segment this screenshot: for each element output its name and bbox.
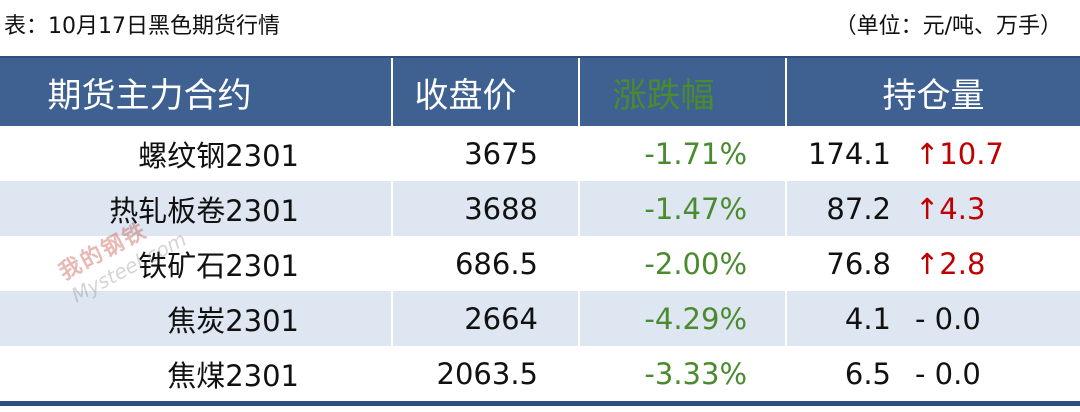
caption-title: 表：10月17日黑色期货行情	[4, 14, 280, 39]
header-cell: 涨跌幅	[580, 58, 787, 126]
holding: 4.1	[844, 301, 891, 336]
holding-change: ↑10.7	[915, 136, 1004, 171]
header-row: 期货主力合约 收盘价 涨跌幅 持仓量	[0, 58, 1080, 126]
holding-change: ↑4.3	[915, 191, 986, 226]
holding-cell: 76.8 ↑2.8	[787, 236, 1080, 291]
table-row: 焦炭2301 2664 -4.29% 4.1 - 0.0	[0, 291, 1080, 346]
table-cell: 3688	[393, 181, 580, 236]
holding-change: ↑2.8	[915, 246, 986, 281]
holding: 6.5	[844, 356, 891, 391]
table-row: 热轧板卷2301 3688 -1.47% 87.2 ↑4.3	[0, 181, 1080, 236]
table-cell: 686.5	[393, 236, 580, 291]
holding: 76.8	[826, 246, 891, 281]
table-cell: 焦煤2301	[0, 346, 393, 401]
holding-cell: 87.2 ↑4.3	[787, 181, 1080, 236]
table: 期货主力合约 收盘价 涨跌幅 持仓量螺纹钢2301 3675 -1.71% 174.1 ↑10…	[0, 56, 1080, 406]
header-cell: 收盘价	[393, 58, 580, 126]
table-cell: -3.33%	[580, 346, 787, 401]
table-cell: 热轧板卷2301	[0, 181, 393, 236]
header-cell: 持仓量	[882, 75, 985, 116]
table-row: 铁矿石2301 686.5 -2.00% 76.8 ↑2.8	[0, 236, 1080, 291]
holding-cell: 4.1 - 0.0	[787, 291, 1080, 346]
holding: 87.2	[826, 191, 891, 226]
table-cell: 2664	[393, 291, 580, 346]
table-cell: -1.71%	[580, 126, 787, 181]
table-cell: 铁矿石2301	[0, 236, 393, 291]
table-cell: -1.47%	[580, 181, 787, 236]
holding-cell: 174.1 ↑10.7	[787, 126, 1080, 181]
table-cell: 2063.5	[393, 346, 580, 401]
table-cell: -4.29%	[580, 291, 787, 346]
holding-cell: 6.5 - 0.0	[787, 346, 1080, 401]
caption-unit: （单位：元/吨、万手）	[834, 14, 1062, 39]
header-cell: 期货主力合约	[0, 58, 393, 126]
table-cell: 螺纹钢2301	[0, 126, 393, 181]
table-cell: 3675	[393, 126, 580, 181]
holding-change: - 0.0	[915, 356, 981, 391]
table-row: 焦煤2301 2063.5 -3.33% 6.5 - 0.0	[0, 346, 1080, 401]
table-cell: 焦炭2301	[0, 291, 393, 346]
holding: 174.1	[807, 136, 891, 171]
holding-change: - 0.0	[915, 301, 981, 336]
table-cell: -2.00%	[580, 236, 787, 291]
table-row: 螺纹钢2301 3675 -1.71% 174.1 ↑10.7	[0, 126, 1080, 181]
